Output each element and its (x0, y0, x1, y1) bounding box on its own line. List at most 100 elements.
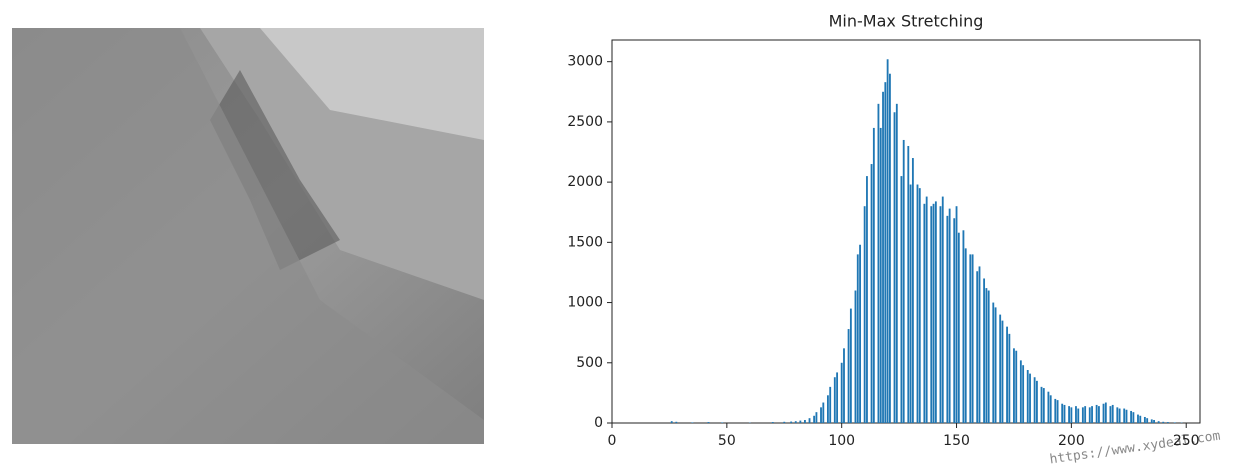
bar (971, 254, 974, 423)
bar (1081, 407, 1084, 423)
bar (902, 139, 905, 424)
bar (1056, 400, 1059, 423)
bar (1006, 326, 1008, 423)
bar (884, 82, 887, 424)
bar (804, 419, 806, 423)
bar (1033, 377, 1036, 423)
bar (1139, 415, 1142, 423)
bar (983, 278, 986, 423)
bar (900, 176, 903, 423)
bar (1143, 416, 1146, 423)
bar (1109, 406, 1112, 423)
y-tick-label: 1000 (567, 295, 603, 311)
bar (813, 415, 816, 423)
bar (946, 215, 949, 423)
bar (1150, 419, 1153, 423)
bar (1153, 419, 1155, 423)
bar (1061, 403, 1064, 423)
x-tick-label: 250 (1173, 433, 1200, 449)
bar (1040, 386, 1043, 423)
bar (909, 184, 912, 423)
bar (822, 402, 825, 423)
bar (783, 421, 786, 423)
bar (771, 422, 774, 423)
bar (799, 420, 802, 423)
bar (1095, 404, 1098, 423)
bar (815, 412, 818, 423)
bar (836, 372, 839, 423)
bar (934, 201, 937, 423)
bar (808, 418, 811, 423)
bar (1026, 370, 1029, 423)
bar (1075, 406, 1077, 423)
y-tick-label: 1500 (567, 234, 603, 250)
bar (999, 314, 1002, 423)
bar (1019, 360, 1022, 423)
bar (957, 232, 960, 423)
bar (820, 407, 822, 423)
bar (911, 158, 914, 424)
y-tick-label: 0 (594, 415, 603, 431)
bar (866, 176, 868, 423)
bar (882, 91, 884, 423)
bar (893, 112, 896, 423)
bar (1068, 406, 1070, 423)
bar (886, 59, 889, 423)
x-tick-label: 50 (718, 433, 736, 449)
bar (939, 206, 942, 423)
bar (985, 288, 988, 423)
bar (994, 307, 997, 423)
bar (918, 188, 921, 423)
bar (930, 206, 933, 423)
y-tick-label: 2000 (567, 174, 603, 190)
bar (948, 208, 951, 423)
bar (829, 386, 832, 423)
bar (826, 395, 829, 423)
bar (969, 254, 972, 423)
bar (1098, 406, 1100, 423)
bar (1091, 406, 1093, 423)
x-tick-label: 150 (943, 433, 970, 449)
bar (962, 230, 965, 423)
bar (916, 184, 919, 423)
bar (854, 290, 857, 423)
bar (794, 421, 797, 423)
bar (889, 73, 891, 423)
bar (870, 164, 873, 423)
bar (872, 127, 875, 423)
bar (1029, 373, 1031, 423)
plot-frame (611, 39, 1201, 424)
bar (1125, 409, 1128, 423)
bar (1132, 412, 1135, 423)
bar (1077, 408, 1080, 423)
chart-title: Min-Max Stretching (829, 12, 984, 31)
bar (1173, 422, 1176, 423)
bar (1157, 421, 1160, 423)
bar (932, 203, 935, 423)
bar (840, 362, 843, 423)
bar (907, 145, 910, 423)
bar (1001, 320, 1004, 423)
bar (847, 329, 850, 423)
x-tick-label: 0 (608, 433, 617, 449)
bar (1054, 398, 1057, 423)
bar (849, 308, 852, 423)
bar (1130, 410, 1133, 423)
bar (955, 206, 958, 423)
bar (895, 103, 898, 423)
bar (877, 103, 880, 423)
x-tick-label: 200 (1058, 433, 1085, 449)
bar (1049, 395, 1052, 423)
bar (1137, 414, 1139, 423)
bar (978, 266, 981, 423)
bar (1104, 402, 1107, 423)
y-tick-label: 3000 (567, 54, 603, 70)
bar (721, 422, 724, 423)
bar (1111, 404, 1114, 423)
bar (1036, 380, 1038, 423)
x-tick-label: 100 (828, 433, 855, 449)
y-tick-label: 2500 (567, 114, 603, 130)
bar (987, 290, 990, 423)
bar (859, 244, 861, 423)
